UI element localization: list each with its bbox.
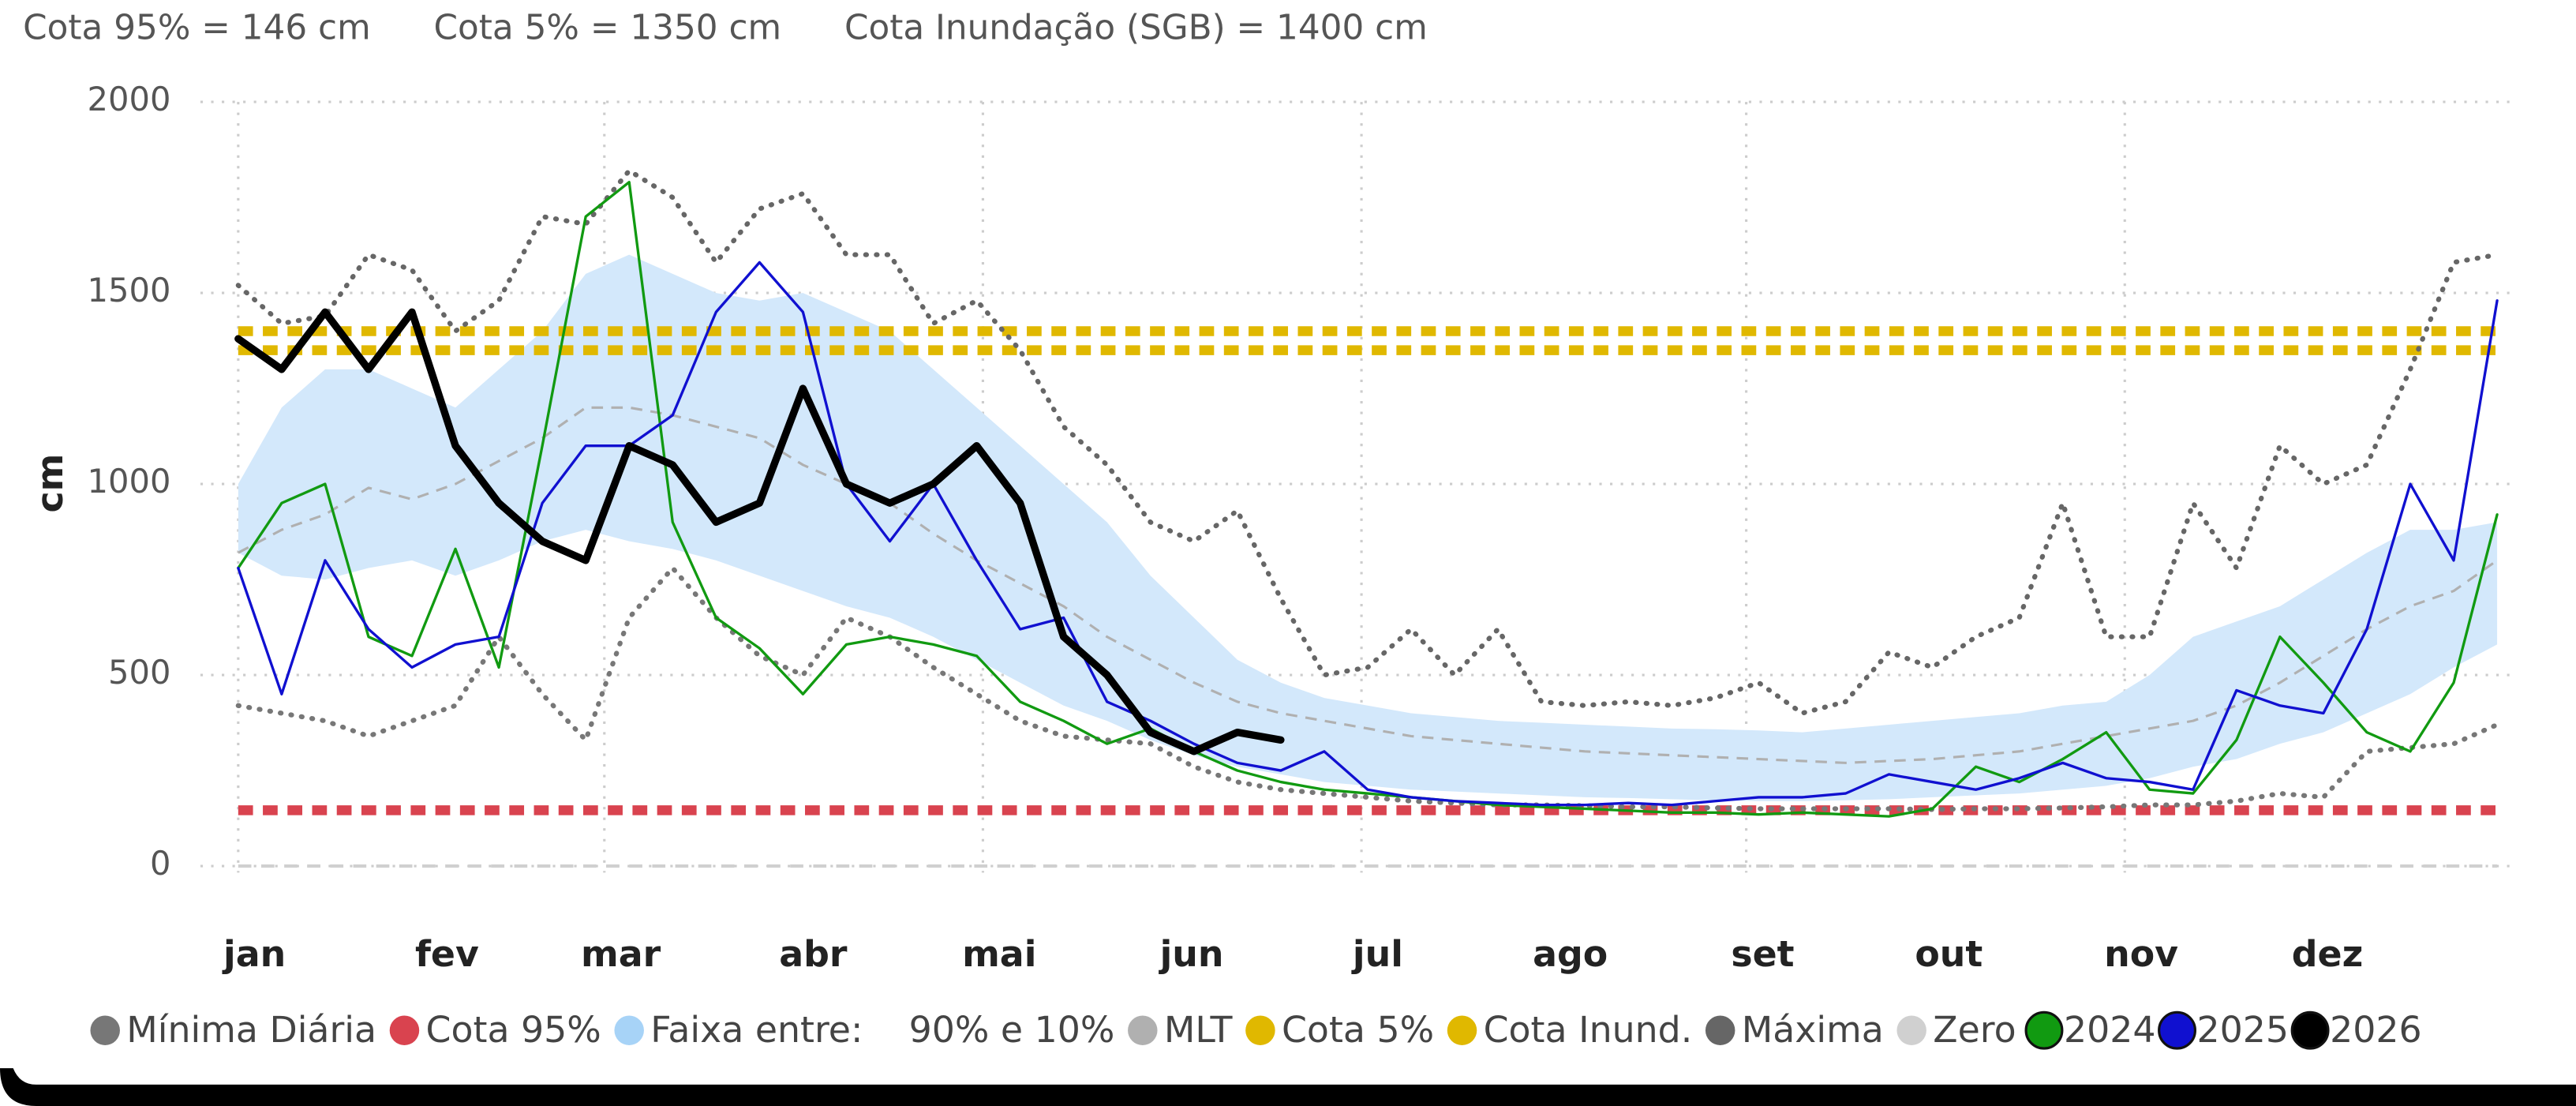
x-tick-label: out [1915, 932, 1983, 975]
legend-marker [1705, 1015, 1735, 1045]
legend-label: Máxima [1742, 1008, 1884, 1051]
y-tick-label: 500 [108, 653, 170, 692]
series-line [235, 168, 2500, 716]
series-line [234, 308, 1285, 755]
legend-marker [1245, 1015, 1275, 1045]
x-tick-label: dez [2292, 932, 2363, 975]
x-tick-label: nov [2104, 932, 2178, 975]
legend-label: 2025 [2197, 1008, 2290, 1051]
y-tick-label: 1000 [88, 462, 171, 501]
series-line [238, 406, 2498, 764]
y-axis-label: cm [28, 454, 71, 513]
legend-marker [614, 1015, 644, 1045]
legend-label: Cota 95% [426, 1008, 601, 1051]
legend-label: Faixa entre: 90% e 10% [650, 1008, 1114, 1051]
legend-marker [1896, 1015, 1926, 1045]
x-tick-label: mai [962, 932, 1036, 975]
x-tick-label: set [1731, 932, 1794, 975]
x-tick-label: fev [415, 932, 479, 975]
legend-marker [389, 1015, 420, 1045]
frame-corner [0, 1068, 2576, 1106]
legend-marker [2290, 1010, 2330, 1050]
legend-marker [2158, 1010, 2196, 1050]
header-note: Cota 5% = 1350 cm [434, 7, 782, 47]
series-line [237, 261, 2499, 807]
legend-label: 2024 [2064, 1008, 2156, 1051]
legend-label: MLT [1164, 1008, 1234, 1051]
x-tick-label: ago [1533, 932, 1608, 975]
header-note: Cota 95% = 146 cm [23, 7, 371, 47]
y-tick-label: 0 [150, 844, 170, 883]
legend-marker [90, 1015, 120, 1045]
series-line [237, 181, 2499, 818]
legend-marker [1128, 1015, 1158, 1045]
y-tick-label: 1500 [88, 271, 171, 309]
legend-label: Mínima Diária [126, 1008, 376, 1051]
legend-marker [2024, 1010, 2064, 1050]
legend-label: Zero [1933, 1008, 2016, 1051]
series-line [235, 565, 2500, 812]
x-tick-label: mar [581, 932, 661, 975]
header-note: Cota Inundação (SGB) = 1400 cm [844, 7, 1428, 47]
x-tick-label: jul [1351, 932, 1403, 975]
legend-label: Cota 5% [1282, 1008, 1434, 1051]
y-tick-label: 2000 [88, 80, 171, 118]
band-area [238, 254, 2498, 801]
x-tick-label: jan [222, 932, 286, 975]
x-tick-label: jun [1159, 932, 1224, 975]
legend-marker [1447, 1015, 1477, 1045]
legend-label: 2026 [2330, 1008, 2422, 1051]
x-tick-label: abr [779, 932, 848, 975]
legend-label: Cota Inund. [1484, 1008, 1693, 1051]
